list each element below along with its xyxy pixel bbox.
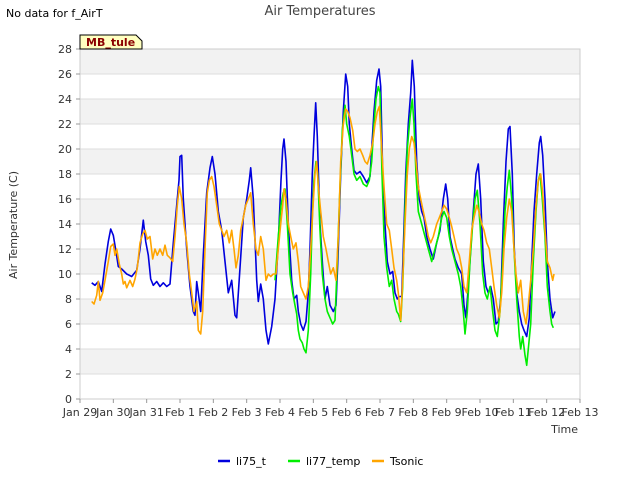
x-tick-label: Jan 30 [95, 406, 130, 419]
x-tick-label: Feb 2 [198, 406, 228, 419]
legend-item-li75_t: li75_t [218, 455, 267, 468]
plot-band [80, 99, 580, 124]
y-tick-label: 18 [58, 168, 72, 181]
plot-band [80, 199, 580, 224]
y-tick-label: 20 [58, 143, 72, 156]
plot-band [80, 74, 580, 99]
y-tick-label: 22 [58, 118, 72, 131]
x-tick-label: Feb 12 [528, 406, 565, 419]
plot-band [80, 349, 580, 374]
y-axis-label: Air Temperature (C) [7, 171, 20, 279]
y-tick-label: 24 [58, 93, 72, 106]
plot-band [80, 224, 580, 249]
x-tick-label: Feb 9 [432, 406, 462, 419]
x-tick-label: Feb 1 [165, 406, 195, 419]
status-note: No data for f_AirT [6, 7, 103, 20]
x-tick-label: Feb 10 [462, 406, 499, 419]
plot-band [80, 149, 580, 174]
legend-item-Tsonic: Tsonic [372, 455, 423, 468]
site-label: MB_tule [86, 36, 135, 49]
legend-label: li77_temp [306, 455, 360, 468]
y-tick-label: 28 [58, 43, 72, 56]
x-tick-label: Feb 8 [398, 406, 428, 419]
legend-label: li75_t [236, 455, 267, 468]
y-tick-label: 4 [65, 343, 72, 356]
legend-label: Tsonic [389, 455, 423, 468]
series-line-Tsonic [91, 105, 555, 335]
plot-band [80, 274, 580, 299]
y-tick-label: 14 [58, 218, 72, 231]
plot-band [80, 49, 580, 74]
plot-band [80, 374, 580, 399]
legend: li75_t li77_temp Tsonic [218, 455, 423, 468]
plot-band [80, 124, 580, 149]
x-tick-label: Feb 11 [495, 406, 532, 419]
x-tick-label: Feb 4 [265, 406, 295, 419]
y-tick-label: 6 [65, 318, 72, 331]
y-tick-label: 8 [65, 293, 72, 306]
x-axis-label: Time [550, 423, 578, 436]
x-tick-label: Feb 5 [298, 406, 328, 419]
y-tick-label: 2 [65, 368, 72, 381]
x-tick-label: Feb 13 [562, 406, 599, 419]
y-tick-label: 10 [58, 268, 72, 281]
x-tick-label: Feb 6 [332, 406, 362, 419]
y-tick-label: 26 [58, 68, 72, 81]
chart-title: Air Temperatures [264, 4, 375, 19]
y-tick-label: 12 [58, 243, 72, 256]
x-tick-label: Feb 7 [365, 406, 395, 419]
x-tick-label: Jan 29 [62, 406, 97, 419]
plot-band [80, 174, 580, 199]
y-tick-label: 0 [65, 393, 72, 406]
series-layer [91, 59, 556, 367]
y-tick-label: 16 [58, 193, 72, 206]
x-tick-label: Feb 3 [232, 406, 262, 419]
site-label-box: MB_tule [79, 34, 143, 50]
plot-band [80, 324, 580, 349]
legend-item-li77_temp: li77_temp [288, 455, 360, 468]
x-tick-label: Jan 31 [128, 406, 163, 419]
